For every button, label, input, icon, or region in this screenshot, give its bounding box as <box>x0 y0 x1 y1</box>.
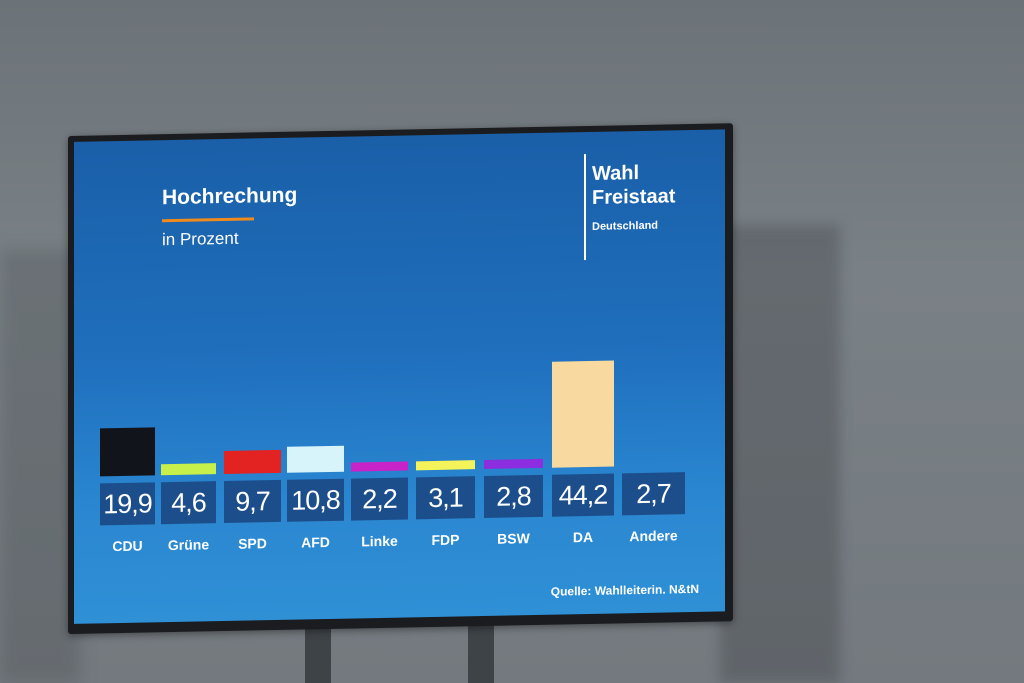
bar-linke <box>351 461 408 472</box>
bar-fdp <box>416 460 475 471</box>
bar-spd <box>224 449 281 475</box>
value-label-grüne: 4,6 <box>161 481 216 525</box>
chart-title: Hochrechung <box>162 183 298 210</box>
bar-chart: 19,9 CDU 4,6 Grüne 9,7 SPD 10,8 AFD 2,2 Linke 3,1 F… <box>74 129 725 554</box>
source-note: Quelle: Wahlleiterin. N&tN <box>550 581 699 599</box>
value-label-fdp: 3,1 <box>416 476 475 520</box>
election-screen: Hochrechung in Prozent Wahl Freistaat De… <box>74 129 725 624</box>
brand-title: Wahl Freistaat <box>592 160 675 210</box>
brand-line-1: Wahl <box>592 162 640 185</box>
brand-subtitle: Deutschland <box>592 219 659 233</box>
tv-stand-left <box>305 625 331 683</box>
value-label-afd: 10,8 <box>287 478 344 522</box>
title-underline <box>162 217 254 223</box>
party-label-afd: AFD <box>301 533 330 551</box>
party-label-bsw: BSW <box>497 530 530 547</box>
party-label-linke: Linke <box>361 532 398 550</box>
brand-divider <box>584 154 586 261</box>
party-label-andere: Andere <box>629 527 678 545</box>
bar-grüne <box>161 463 216 476</box>
chart-subtitle: in Prozent <box>162 228 239 250</box>
wall-shadow <box>720 225 840 683</box>
value-label-da: 44,2 <box>552 473 614 517</box>
party-label-cdu: CDU <box>112 537 143 555</box>
value-label-spd: 9,7 <box>224 479 281 524</box>
party-label-grüne: Grüne <box>167 536 210 554</box>
party-label-spd: SPD <box>238 535 267 552</box>
tv-monitor: Hochrechung in Prozent Wahl Freistaat De… <box>68 123 733 634</box>
value-label-bsw: 2,8 <box>484 474 543 519</box>
wall-shadow <box>0 250 80 683</box>
brand-line-2: Freistaat <box>592 185 676 209</box>
bar-bsw <box>484 458 543 470</box>
bar-cdu <box>100 427 155 477</box>
party-label-fdp: FDP <box>431 531 460 549</box>
party-label-da: DA <box>572 528 594 546</box>
value-label-cdu: 19,9 <box>100 482 155 526</box>
value-label-linke: 2,2 <box>351 477 408 521</box>
bar-afd <box>287 445 344 473</box>
tv-stand-right <box>468 625 494 683</box>
value-label-andere: 2,7 <box>622 472 685 516</box>
bar-da <box>552 360 614 468</box>
